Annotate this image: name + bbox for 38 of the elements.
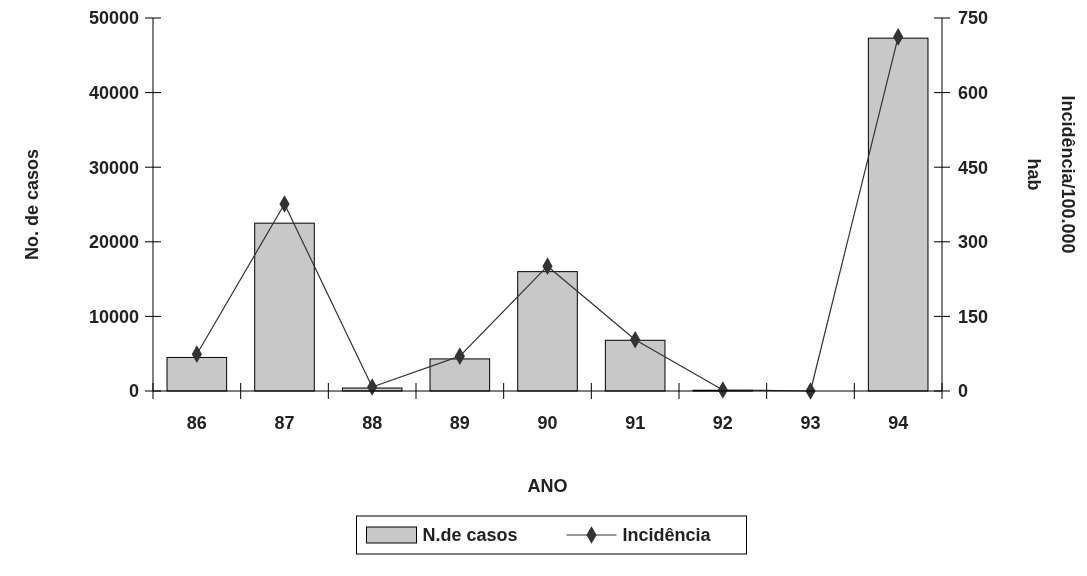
y-tick: 30000 (88, 157, 162, 178)
y2-tick-label: 300 (958, 232, 989, 253)
x-tick-label: 86 (186, 413, 207, 433)
x-tick-label: 88 (362, 413, 383, 433)
y2-tick-label: 600 (958, 82, 989, 103)
x-tick-label: 91 (625, 413, 646, 433)
y-tick-label: 20000 (88, 232, 139, 253)
y-axis-title: No. de casos (22, 148, 42, 261)
y2-axis-title: Incidência/100.000 hab (1024, 95, 1078, 254)
legend-label: Incidência (622, 525, 712, 546)
y-tick: 20000 (88, 232, 162, 253)
y-tick-label: 50000 (88, 8, 139, 29)
y2-tick-label: 0 (958, 381, 969, 402)
y-tick: 0 (129, 381, 162, 402)
y2-tick: 0 (933, 381, 968, 402)
y-tick-label: 30000 (88, 157, 139, 178)
y2-tick: 150 (933, 306, 989, 327)
y-tick: 40000 (88, 82, 162, 103)
y2-tick: 450 (933, 157, 989, 178)
x-tick-label: 93 (800, 413, 821, 433)
y-tick-label: 10000 (88, 306, 139, 327)
x-tick-label: 92 (712, 413, 733, 433)
y2-tick-label: 750 (958, 8, 989, 29)
y2-tick: 750 (933, 8, 989, 29)
x-tick-label: 94 (888, 413, 909, 433)
y-tick-label: 40000 (88, 82, 139, 103)
x-tick-label: 90 (537, 413, 558, 433)
x-tick-label: 89 (449, 413, 470, 433)
y-tick: 50000 (88, 8, 162, 29)
y-tick-label: 0 (128, 381, 139, 402)
legend-label: N.de casos (422, 525, 518, 546)
y2-tick-label: 450 (958, 157, 989, 178)
y2-tick: 600 (933, 82, 989, 103)
x-axis-title: ANO (527, 476, 568, 496)
y-tick: 10000 (88, 306, 162, 327)
y2-tick: 300 (933, 232, 989, 253)
x-tick-label: 87 (274, 413, 295, 433)
y2-tick-label: 150 (958, 306, 989, 327)
